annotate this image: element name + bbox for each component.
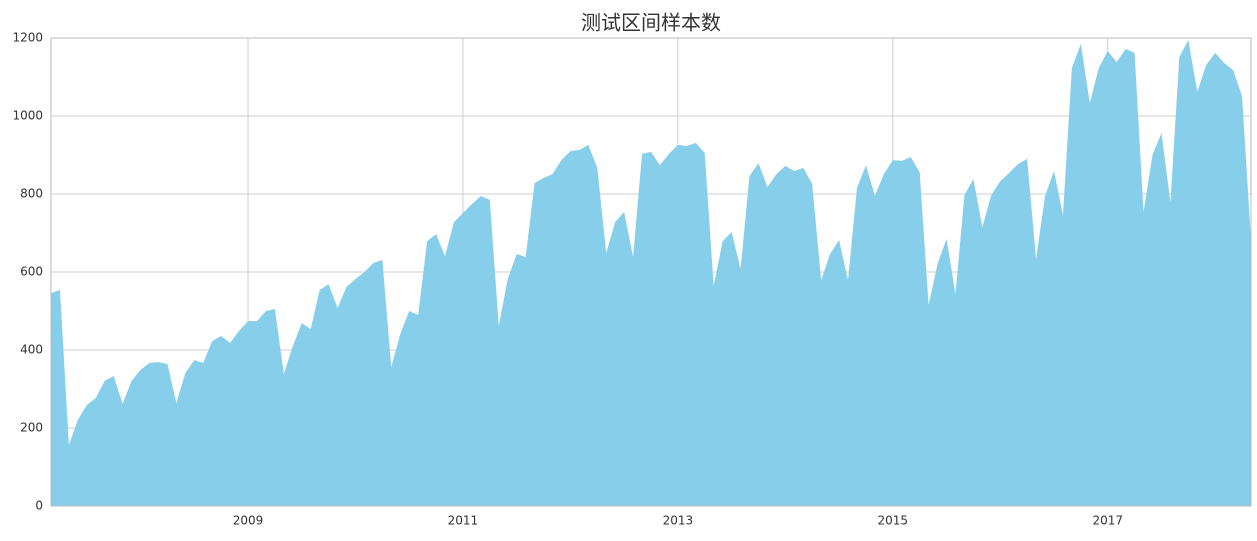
x-tick-label: 2017 xyxy=(1092,514,1123,528)
y-tick-label: 0 xyxy=(35,499,43,513)
area xyxy=(51,39,1251,506)
y-tick-label: 1200 xyxy=(12,31,43,45)
y-tick-label: 600 xyxy=(20,265,43,279)
x-tick-label: 2013 xyxy=(663,514,694,528)
y-tick-label: 1000 xyxy=(12,109,43,123)
y-tick-label: 400 xyxy=(20,343,43,357)
plot-frame xyxy=(50,37,1252,507)
x-tick-label: 2011 xyxy=(448,514,479,528)
y-tick-label: 800 xyxy=(20,187,43,201)
x-tick-label: 2009 xyxy=(233,514,264,528)
y-tick-label: 200 xyxy=(20,421,43,435)
x-tick-label: 2015 xyxy=(878,514,909,528)
chart-title: 测试区间样本数 xyxy=(581,11,721,35)
